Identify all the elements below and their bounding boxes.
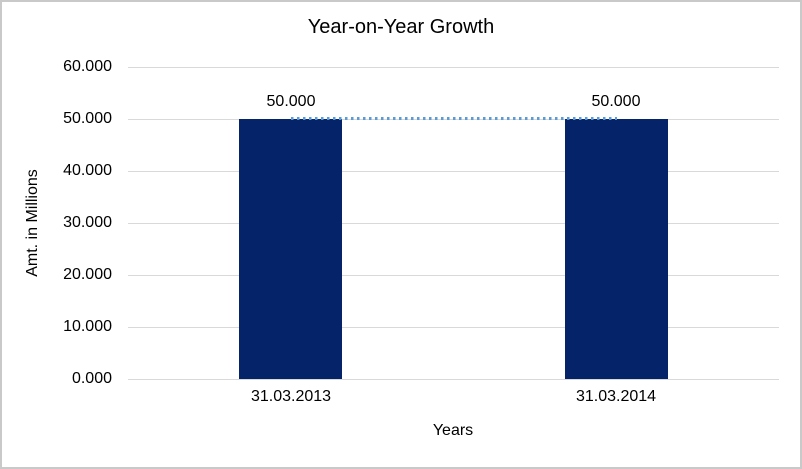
y-tick-label: 40.000 bbox=[63, 162, 112, 179]
gridline bbox=[128, 274, 779, 276]
x-axis-title: Years bbox=[432, 422, 474, 439]
y-tick-label: 10.000 bbox=[63, 318, 112, 335]
y-tick-label: 60.000 bbox=[63, 58, 112, 75]
x-axis-ticks: 31.03.2013 31.03.2014 bbox=[128, 388, 779, 410]
bar-value-label: 50.000 bbox=[591, 93, 641, 110]
bar bbox=[239, 119, 342, 379]
y-tick-label: 20.000 bbox=[63, 266, 112, 283]
x-tick-label: 31.03.2014 bbox=[575, 388, 657, 405]
connector-dotted-line bbox=[291, 117, 617, 120]
y-tick-label: 30.000 bbox=[63, 214, 112, 231]
gridline bbox=[128, 222, 779, 224]
gridline bbox=[128, 66, 779, 68]
chart-title: Year-on-Year Growth bbox=[307, 16, 495, 38]
plot-area: 50.000 50.000 bbox=[128, 66, 779, 380]
gridline bbox=[128, 326, 779, 328]
x-tick-label: 31.03.2013 bbox=[250, 388, 332, 405]
gridline bbox=[128, 378, 779, 380]
bar bbox=[565, 119, 668, 379]
y-axis-ticks: 0.000 10.000 20.000 30.000 40.000 50.000 60.00… bbox=[2, 58, 112, 387]
y-tick-label: 0.000 bbox=[71, 370, 112, 387]
bar-value-label: 50.000 bbox=[266, 93, 316, 110]
y-tick-label: 50.000 bbox=[63, 110, 112, 127]
gridline bbox=[128, 170, 779, 172]
